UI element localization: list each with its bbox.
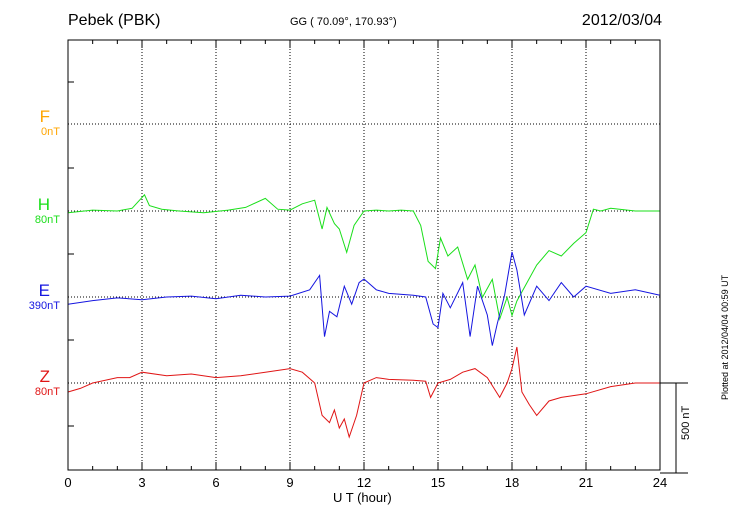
series-baseline: 80nT: [34, 214, 60, 226]
tick-layer: 0 3 6 9 12 15 18 21 24: [64, 40, 667, 490]
x-tick-label: 3: [138, 475, 145, 490]
series-label-e: E 390nT: [2, 282, 60, 313]
x-tick-label: 24: [653, 475, 667, 490]
series-line-z: [67, 346, 660, 439]
scale-bar-label: 500 nT: [680, 405, 692, 440]
x-tick-label: 12: [357, 475, 371, 490]
series-name: E: [38, 281, 50, 300]
x-tick-label: 9: [286, 475, 293, 490]
plot-frame: [67, 39, 661, 471]
x-tick-label: 6: [212, 475, 219, 490]
x-tick-label: 0: [64, 475, 71, 490]
series-baseline: 0nT: [41, 126, 60, 138]
series-baseline: 390nT: [28, 300, 60, 312]
x-tick-label: 18: [505, 475, 519, 490]
grid-layer: [68, 40, 660, 470]
series-name: H: [37, 195, 50, 214]
x-axis-label: U T (hour): [333, 490, 392, 505]
station-coordinates: GG ( 70.09°, 170.93°): [290, 16, 397, 28]
series-name: Z: [39, 367, 50, 386]
series-layer: [67, 193, 661, 439]
series-label-f: F 0nT: [2, 108, 60, 139]
plotted-timestamp: Plotted at 2012/04/04 00:59 UT: [720, 274, 730, 400]
series-line-h: [67, 193, 660, 321]
x-tick-label: 21: [579, 475, 593, 490]
series-label-h: H 80nT: [2, 196, 60, 227]
station-title: Pebek (PBK): [68, 12, 161, 29]
series-baseline: 80nT: [34, 386, 60, 398]
series-line-e: [67, 251, 661, 346]
series-name: F: [39, 107, 50, 126]
series-label-z: Z 80nT: [2, 368, 60, 399]
plot-date: 2012/03/04: [581, 12, 662, 29]
x-tick-label: 15: [431, 475, 445, 490]
frame-layer: [67, 39, 688, 474]
